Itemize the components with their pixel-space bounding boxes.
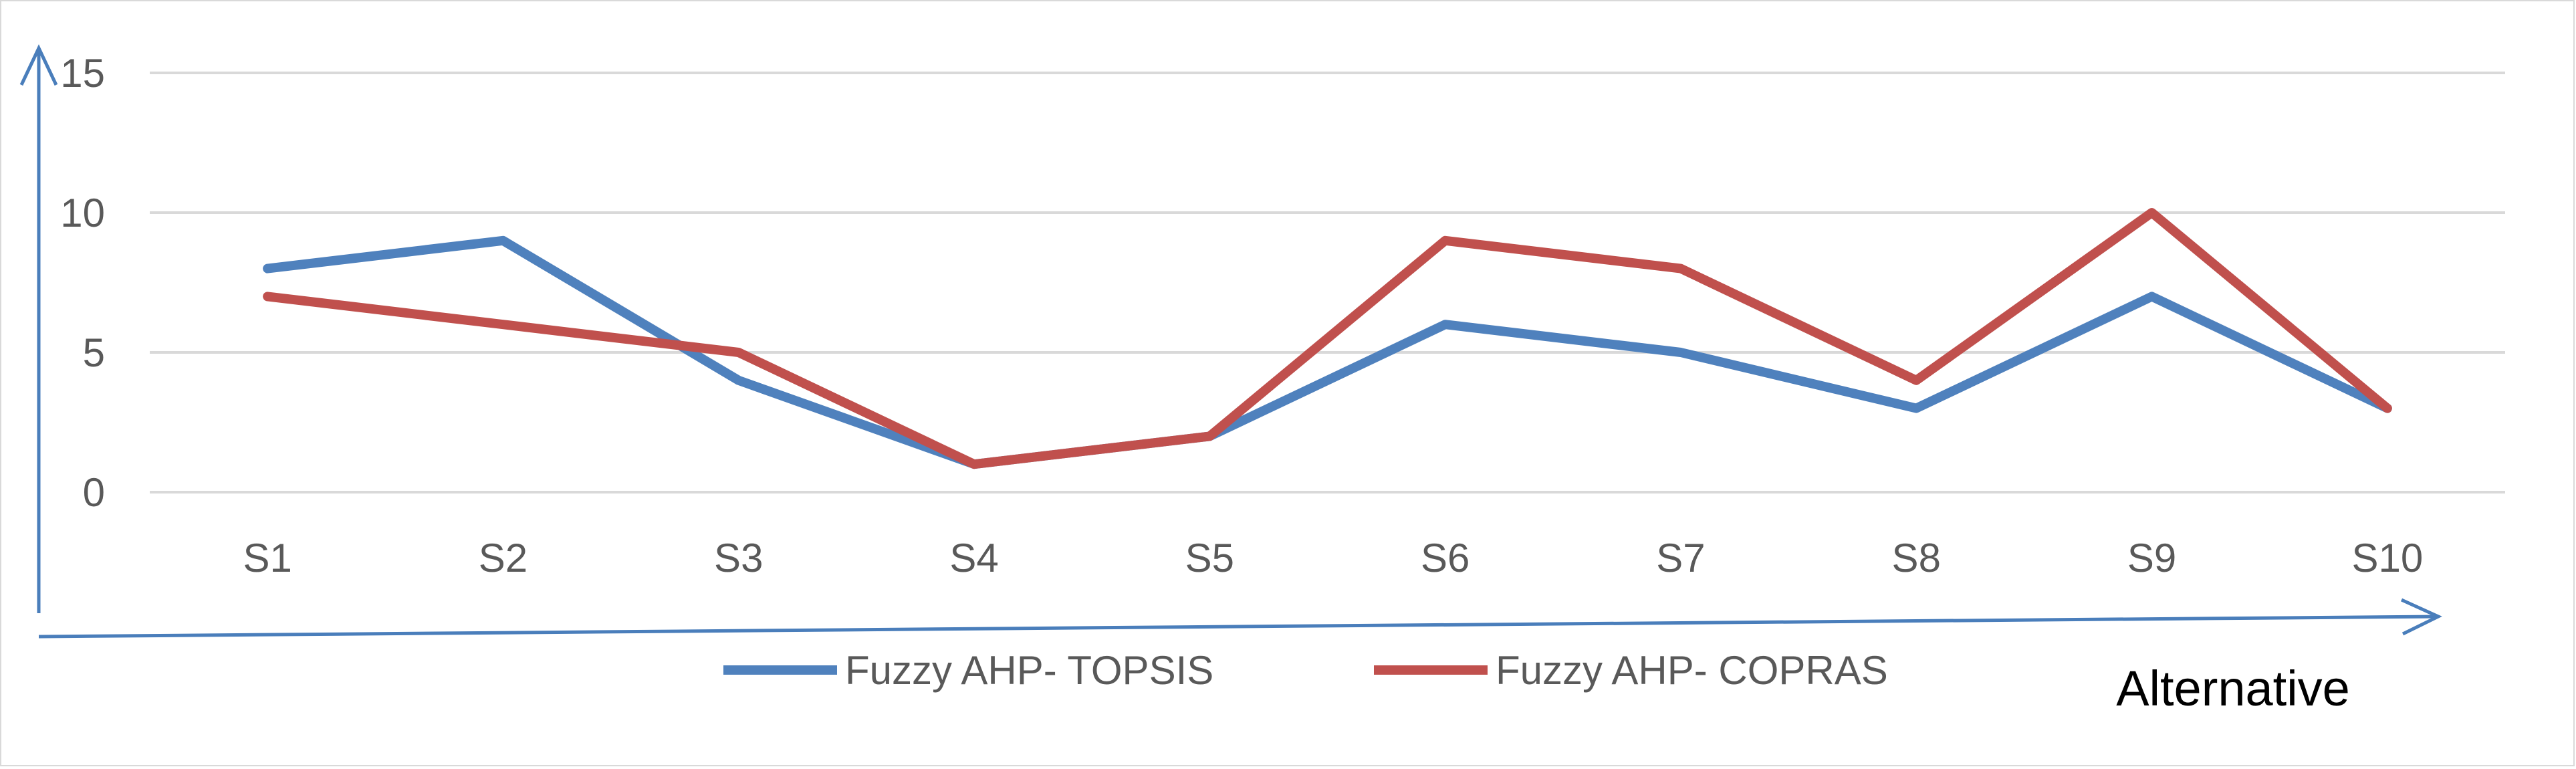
y-tick-label: 15 [60, 51, 105, 96]
legend-label: Fuzzy AHP- TOPSIS [845, 648, 1213, 693]
series-lines [263, 208, 2392, 469]
axis-arrows [19, 44, 2442, 639]
series-line [263, 235, 2392, 469]
legend-label: Fuzzy AHP- COPRAS [1496, 648, 1888, 693]
x-tick-label: S3 [714, 536, 763, 580]
x-tick-label: S9 [2127, 536, 2176, 580]
gridlines [150, 72, 2505, 493]
x-tick-label: S7 [1656, 536, 1705, 580]
x-tick-label: S6 [1421, 536, 1470, 580]
y-axis-arrowhead [19, 44, 58, 86]
y-tick-label: 0 [83, 470, 105, 515]
series-line [263, 208, 2392, 469]
x-tick-label: S1 [243, 536, 291, 580]
x-axis-title: Alternative [2116, 661, 2350, 716]
x-axis-line [38, 615, 2439, 639]
y-tick-label: 10 [60, 191, 105, 235]
x-tick-label: S8 [1892, 536, 1941, 580]
legend: Fuzzy AHP- TOPSIS Fuzzy AHP- COPRAS [723, 648, 1888, 693]
y-tick-label: 5 [83, 330, 105, 375]
x-tick-label: S4 [949, 536, 998, 580]
y-axis-ticks: 0 5 10 15 [60, 51, 105, 515]
x-axis-ticks: S1 S2 S3 S4 S5 S6 S7 S8 S9 S10 [243, 536, 2423, 580]
x-tick-label: S5 [1185, 536, 1234, 580]
x-axis-arrowhead [2400, 598, 2442, 636]
x-tick-label: S10 [2351, 536, 2423, 580]
x-tick-label: S2 [479, 536, 528, 580]
